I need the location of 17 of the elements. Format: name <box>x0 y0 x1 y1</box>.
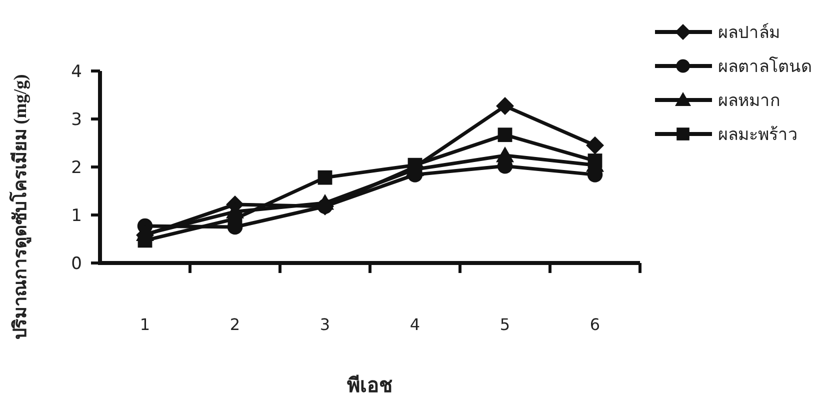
y-tick-label: 4 <box>71 62 82 82</box>
x-tick-label: 2 <box>230 315 240 334</box>
legend-label: ผลปาล์ม <box>718 23 780 42</box>
legend-label: ผลหมาก <box>718 91 780 110</box>
x-tick-label: 6 <box>590 315 600 334</box>
y-tick-label: 1 <box>71 206 82 226</box>
y-axis-title: ปริมาณการดูดซับโครเมียม (mg/g) <box>9 74 32 340</box>
x-axis-title: พีเอช <box>347 374 393 397</box>
legend-label: ผลมะพร้าว <box>718 125 798 144</box>
x-tick-label: 3 <box>320 315 330 334</box>
y-tick-label: 3 <box>71 110 82 130</box>
y-tick-label: 0 <box>71 254 82 274</box>
legend-label: ผลตาลโตนด <box>718 56 812 76</box>
y-tick-label: 2 <box>71 158 82 178</box>
x-tick-label: 4 <box>410 315 420 334</box>
x-tick-label: 5 <box>500 315 510 334</box>
x-tick-label: 1 <box>140 315 150 334</box>
